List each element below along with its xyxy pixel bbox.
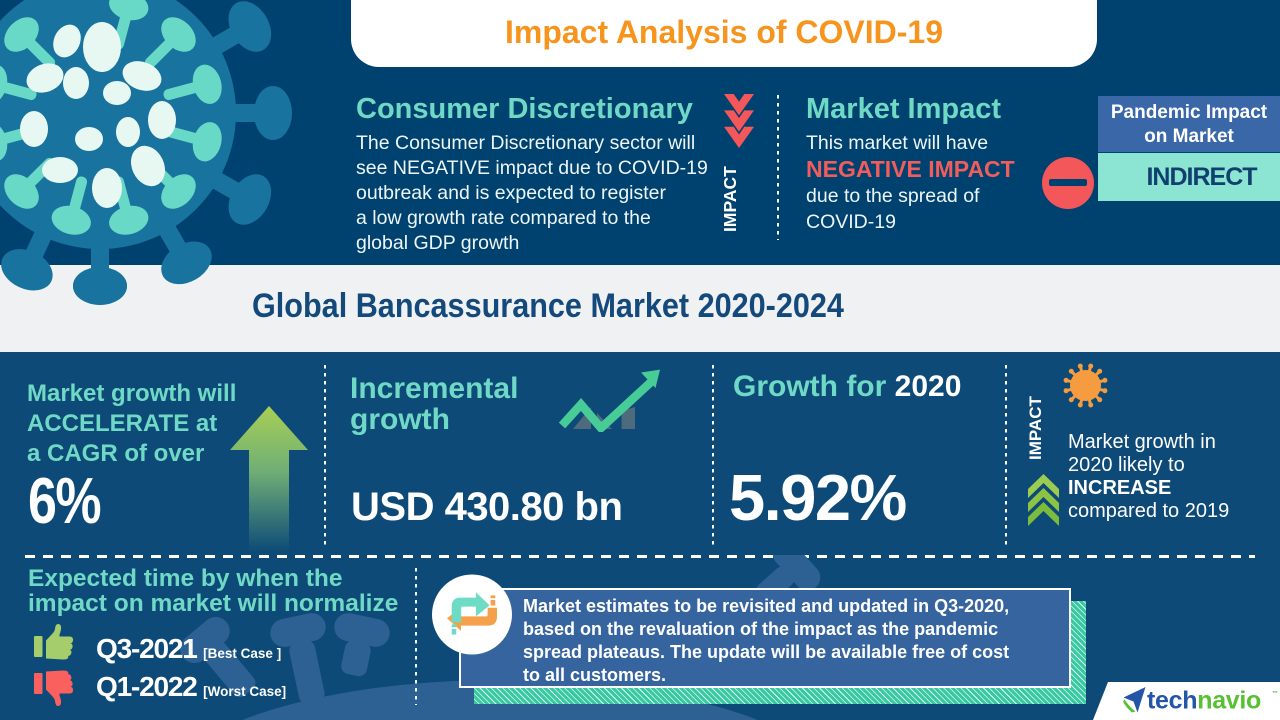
svg-text:technavio: technavio	[1147, 687, 1261, 715]
svg-text:™: ™	[1272, 690, 1278, 697]
